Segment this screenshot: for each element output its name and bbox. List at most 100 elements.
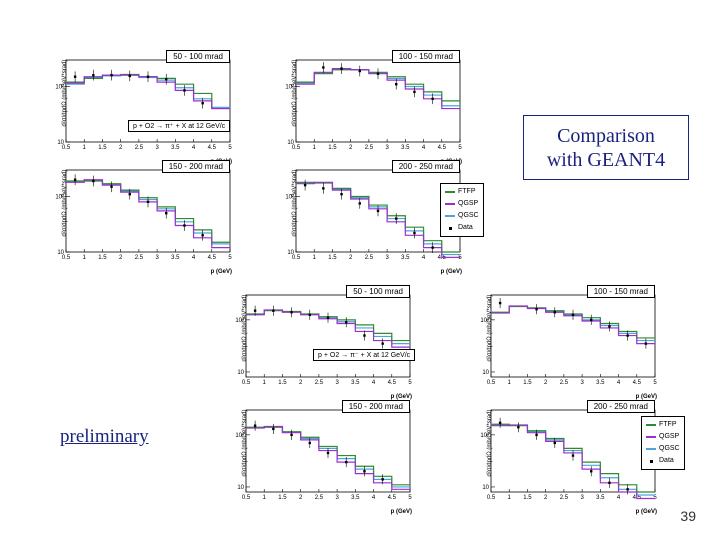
y-tick-label: 10²	[55, 194, 64, 200]
x-tick-label: 1.5	[523, 495, 532, 501]
chart-panel-4: 0.5 1 1.5 2 2.5 3 3.5 4 4.5 5 10 10² 50 - 100 mrad d²…	[230, 285, 412, 400]
data-point	[553, 311, 556, 314]
x-tick-label: 2.5	[560, 380, 569, 386]
x-axis-label: p (GeV)	[390, 394, 412, 400]
data-point	[290, 311, 293, 314]
plot-frame	[65, 169, 231, 253]
x-tick-label: 4	[422, 255, 426, 261]
x-tick-label: 3	[335, 495, 339, 501]
data-point	[345, 321, 348, 324]
x-tick-label: 5	[653, 495, 657, 501]
x-axis-label: p (GeV)	[210, 269, 232, 275]
plot-frame	[245, 409, 411, 493]
x-tick-label: 4.5	[388, 380, 397, 386]
chart-panel-1: 0.5 1 1.5 2 2.5 3 3.5 4 4.5 5 10 10² 100 - 150 mrad d…	[280, 50, 462, 165]
data-point	[590, 470, 593, 473]
chart-svg-5: 0.5 1 1.5 2 2.5 3 3.5 4 4.5 5 10 10²	[480, 294, 657, 386]
series-ftfp-line	[296, 69, 460, 102]
data-point	[395, 82, 398, 86]
x-tick-label: 3.5	[596, 495, 605, 501]
reaction-label-top: p + O2 → π⁺ + X at 12 GeV/c	[128, 120, 231, 132]
legend-swatch-data-2	[650, 459, 653, 463]
data-point	[498, 301, 502, 305]
series-qgsp-line	[66, 74, 230, 110]
data-point	[272, 427, 275, 431]
data-point	[363, 334, 366, 337]
data-point	[110, 185, 113, 188]
x-tick-label: 1.5	[278, 380, 287, 386]
chart-panel-3: 0.5 1 1.5 2 2.5 3 3.5 4 4.5 5 10 10² 200 - 250 mrad d…	[280, 160, 462, 275]
x-tick-label: 1	[313, 145, 317, 151]
x-tick-label: 3	[580, 495, 584, 501]
data-point	[272, 309, 275, 312]
x-tick-label: 4.5	[388, 495, 397, 501]
x-tick-label: 1.5	[328, 145, 337, 151]
legend-item-ftfp: FTFP	[445, 186, 479, 198]
data-point	[290, 433, 293, 437]
x-tick-label: 0.5	[487, 495, 496, 501]
panel-title: 150 - 200 mrad	[161, 160, 230, 173]
x-tick-label: 4	[372, 380, 376, 386]
legend-label-qgsp: QGSP	[458, 200, 479, 207]
x-tick-label: 1	[263, 380, 267, 386]
data-point	[322, 66, 325, 69]
x-tick-label: 3.5	[351, 495, 360, 501]
x-tick-label: 4	[422, 145, 426, 151]
data-point	[345, 460, 348, 464]
y-tick-label: 10	[482, 485, 489, 491]
y-tick-label: 10	[57, 250, 64, 256]
legend-item-ftfp-2: FTFP	[646, 419, 680, 431]
x-tick-label: 1	[508, 380, 512, 386]
x-tick-label: 4	[617, 380, 621, 386]
legend-label-qgsp-2: QGSP	[659, 433, 680, 440]
data-point	[626, 334, 629, 337]
data-point	[340, 192, 343, 196]
legend-label-ftfp-2: FTFP	[659, 421, 677, 428]
chart-svg-2: 0.5 1 1.5 2 2.5 3 3.5 4 4.5 5 10 10²	[55, 169, 232, 261]
page-number: 39	[680, 508, 696, 524]
x-tick-label: 4	[617, 495, 621, 501]
x-tick-label: 0.5	[487, 380, 496, 386]
preliminary-label: preliminary	[60, 426, 149, 447]
x-tick-label: 2	[119, 255, 123, 261]
panel-title: 200 - 250 mrad	[586, 400, 655, 413]
data-point	[92, 73, 95, 77]
data-point	[253, 424, 257, 427]
legend-swatch-qgsc	[445, 215, 455, 217]
comparison-title: Comparison with GEANT4	[546, 124, 666, 171]
series-ftfp-line	[296, 181, 460, 253]
x-tick-label: 4.5	[208, 255, 217, 261]
series-qgsc-line	[296, 181, 460, 256]
data-point	[73, 75, 77, 78]
data-point	[128, 74, 131, 78]
chart-svg-4: 0.5 1 1.5 2 2.5 3 3.5 4 4.5 5 10 10²	[235, 294, 412, 386]
chart-panel-6: 0.5 1 1.5 2 2.5 3 3.5 4 4.5 5 10 10² 150 - 200 mrad d…	[230, 400, 412, 515]
plot-frame	[490, 294, 656, 378]
x-tick-label: 4.5	[208, 145, 217, 151]
y-axis-label: d²σ/dpdΩ (mb/GeV*srad)	[62, 59, 68, 127]
chart-panel-2: 0.5 1 1.5 2 2.5 3 3.5 4 4.5 5 10 10² 150 - 200 mrad d…	[50, 160, 232, 275]
data-point	[571, 454, 575, 457]
legend-label-qgsc: QGSC	[458, 212, 479, 219]
data-point	[413, 231, 416, 235]
x-tick-label: 1	[508, 495, 512, 501]
x-tick-label: 1.5	[328, 255, 337, 261]
data-point	[413, 90, 416, 94]
data-point	[340, 67, 343, 70]
data-point	[535, 308, 538, 311]
x-tick-label: 2.5	[315, 380, 324, 386]
x-tick-label: 1.5	[278, 495, 287, 501]
legend-label-data-2: Data	[659, 457, 674, 464]
legend-label-data: Data	[458, 224, 473, 231]
x-tick-label: 3.5	[401, 145, 410, 151]
data-point	[308, 313, 311, 317]
y-tick-label: 10²	[235, 433, 244, 439]
x-tick-label: 4	[372, 495, 376, 501]
chart-panel-0: 0.5 1 1.5 2 2.5 3 3.5 4 4.5 5 10 10² 50 - 100 mrad d²…	[50, 50, 232, 165]
data-point	[626, 488, 629, 491]
legend-swatch-data	[449, 226, 452, 230]
chart-svg-6: 0.5 1 1.5 2 2.5 3 3.5 4 4.5 5 10 10²	[235, 409, 412, 501]
x-tick-label: 0.5	[292, 255, 301, 261]
data-point	[146, 200, 150, 204]
